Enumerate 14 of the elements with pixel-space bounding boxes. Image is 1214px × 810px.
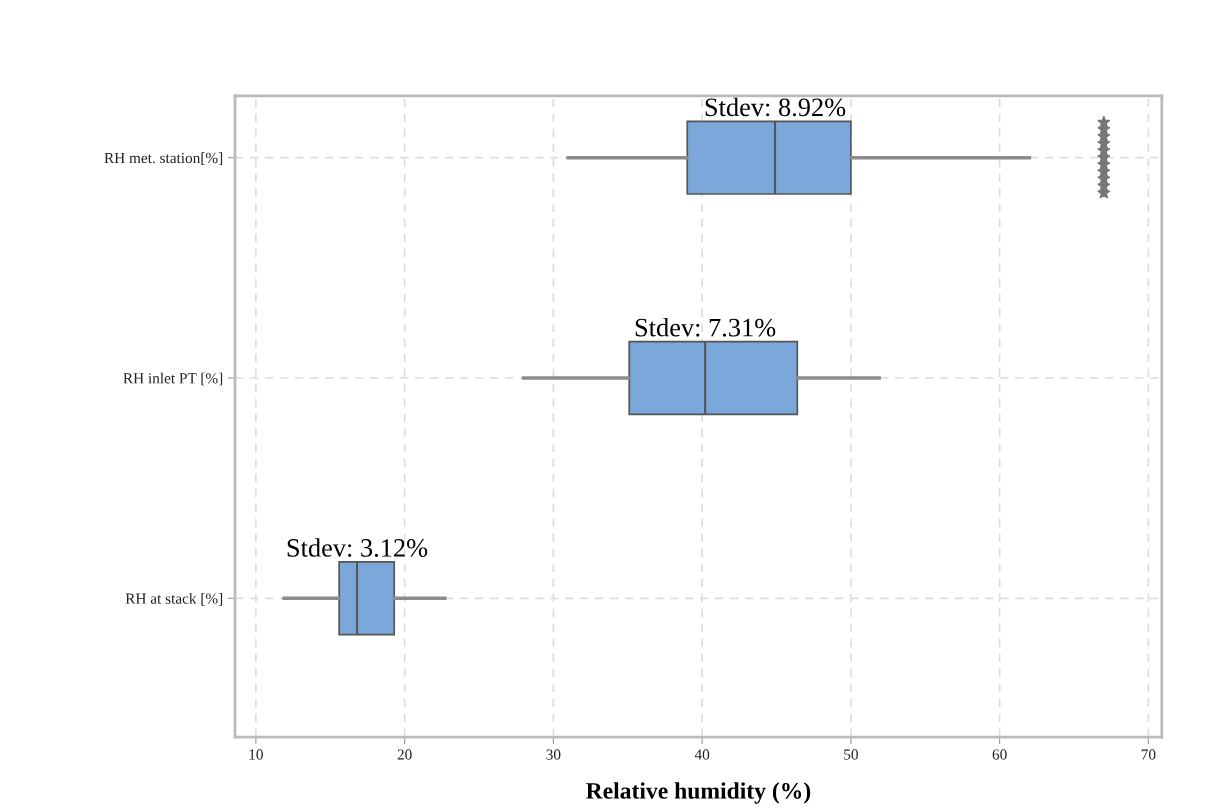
- annotation: Stdev: 8.92%: [705, 97, 846, 117]
- x-tick-label: 20: [397, 749, 412, 760]
- x-tick-label: 50: [844, 749, 858, 760]
- annotation: Stdev: 7.31%: [635, 317, 776, 337]
- annotation: Stdev: 3.12%: [287, 538, 428, 557]
- x-axis-title: Relative humidity (%): [586, 782, 811, 804]
- x-tick-label: 40: [694, 749, 710, 760]
- y-tick-label: RH at stack [%]: [125, 593, 223, 606]
- x-tick-label: 10: [249, 749, 263, 760]
- x-tick-label: 60: [992, 749, 1007, 760]
- x-tick-label: 30: [546, 749, 561, 760]
- x-tick-label: 70: [1141, 749, 1156, 760]
- y-tick-label: RH met. station[%]: [104, 152, 223, 166]
- y-tick-label: RH inlet PT [%]: [123, 372, 223, 386]
